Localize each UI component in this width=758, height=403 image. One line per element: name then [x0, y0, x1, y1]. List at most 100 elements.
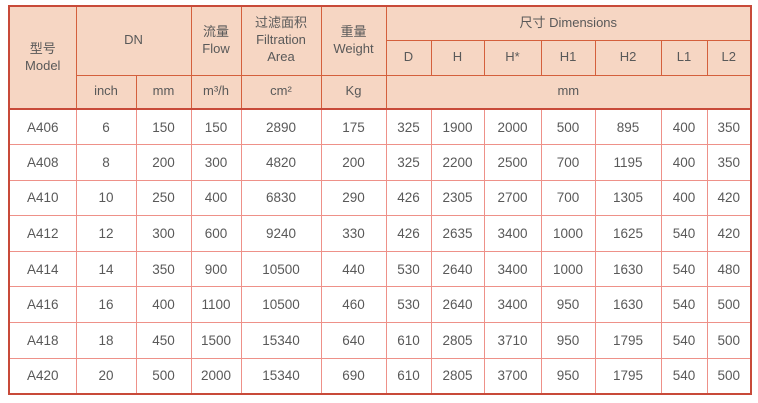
table-cell: 540 [660, 250, 708, 288]
unit-weight: Kg [320, 74, 387, 110]
table-cell: 4820 [240, 144, 322, 181]
table-cell: 600 [190, 215, 242, 252]
table-cell: 9240 [240, 215, 322, 252]
table-cell: 1625 [594, 215, 662, 252]
table-cell: 540 [660, 215, 708, 252]
cell-model: A406 [8, 108, 77, 146]
cell-model: A408 [8, 144, 77, 181]
header-dim-h: H [430, 39, 485, 76]
header-weight-zh: 重量 [340, 23, 367, 39]
table-cell: 3700 [483, 357, 542, 395]
table-cell: 10 [75, 179, 137, 217]
table-cell: 350 [135, 250, 192, 288]
table-cell: 1630 [594, 250, 662, 288]
cell-model: A418 [8, 322, 77, 359]
table-cell: 1305 [594, 179, 662, 217]
table-row: A406 6 150 150 2890 175 325 1900 2000 500 895 400 35… [8, 108, 752, 146]
table-cell: 700 [540, 179, 596, 217]
table-cell: 1795 [594, 357, 662, 395]
table-cell: 700 [540, 144, 596, 181]
table-cell: 950 [540, 322, 596, 359]
cell-model: A410 [8, 179, 77, 217]
table-cell: 610 [385, 322, 432, 359]
table-cell: 450 [135, 322, 192, 359]
spec-table: 型号 Model DN 流量 Flow 过滤面积 Filtration Area… [8, 5, 753, 395]
header-filtration-en: Filtration Area [256, 32, 306, 65]
header-model: 型号 Model [8, 5, 77, 110]
table-cell: 2805 [430, 322, 485, 359]
table-cell: 500 [135, 357, 192, 395]
table-cell: 2200 [430, 144, 485, 181]
header-weight: 重量 Weight [320, 5, 387, 76]
table-cell: 426 [385, 215, 432, 252]
table-cell: 420 [706, 179, 752, 217]
unit-dims: mm [385, 74, 752, 110]
table-cell: 3400 [483, 215, 542, 252]
table-cell: 200 [320, 144, 387, 181]
header-flow: 流量 Flow [190, 5, 242, 76]
header-model-zh: 型号 [29, 40, 56, 56]
table-cell: 330 [320, 215, 387, 252]
header-flow-en: Flow [202, 40, 230, 56]
table-row: A420 20 500 2000 15340 690 610 2805 3700 950 1795 5… [8, 357, 752, 395]
header-dn: DN [75, 5, 192, 76]
table-cell: 3400 [483, 250, 542, 288]
header-dim-d: D [385, 39, 432, 76]
table-cell: 540 [660, 322, 708, 359]
table-cell: 690 [320, 357, 387, 395]
unit-mm: mm [135, 74, 192, 110]
table-cell: 325 [385, 144, 432, 181]
table-header: 型号 Model DN 流量 Flow 过滤面积 Filtration Area… [8, 5, 752, 110]
header-dimensions: 尺寸 Dimensions [385, 5, 752, 41]
table-cell: 15340 [240, 322, 322, 359]
table-cell: 400 [190, 179, 242, 217]
table-cell: 200 [135, 144, 192, 181]
header-row-groups: 型号 Model DN 流量 Flow 过滤面积 Filtration Area… [8, 5, 752, 110]
cell-model: A412 [8, 215, 77, 252]
table-row: A414 14 350 900 10500 440 530 2640 3400 1000 1630 5… [8, 250, 752, 288]
table-cell: 500 [706, 322, 752, 359]
unit-flow: m³/h [190, 74, 242, 110]
table-cell: 540 [660, 286, 708, 324]
table-cell: 420 [706, 215, 752, 252]
table-cell: 1630 [594, 286, 662, 324]
table-cell: 1000 [540, 215, 596, 252]
unit-area: cm² [240, 74, 322, 110]
table-cell: 950 [540, 286, 596, 324]
table-cell: 300 [135, 215, 192, 252]
table-cell: 150 [190, 108, 242, 146]
table-cell: 300 [190, 144, 242, 181]
table-cell: 18 [75, 322, 137, 359]
cell-model: A420 [8, 357, 77, 395]
header-dim-l2: L2 [706, 39, 752, 76]
table-cell: 426 [385, 179, 432, 217]
table-cell: 250 [135, 179, 192, 217]
header-row-units: inch mm m³/h cm² Kg mm [9, 74, 752, 110]
table-cell: 6830 [240, 179, 322, 217]
table-cell: 400 [660, 108, 708, 146]
table-cell: 1195 [594, 144, 662, 181]
table-cell: 350 [706, 144, 752, 181]
table-cell: 15340 [240, 357, 322, 395]
table-cell: 640 [320, 322, 387, 359]
header-dim-h1: H1 [540, 39, 596, 76]
table-cell: 20 [75, 357, 137, 395]
table-cell: 400 [660, 179, 708, 217]
header-dim-hstar: H* [483, 39, 542, 76]
table-cell: 400 [660, 144, 708, 181]
cell-model: A414 [8, 250, 77, 288]
table-row: A412 12 300 600 9240 330 426 2635 3400 1000 1625 54… [8, 215, 752, 252]
table-cell: 2640 [430, 286, 485, 324]
table-cell: 2635 [430, 215, 485, 252]
table-cell: 2700 [483, 179, 542, 217]
table-cell: 10500 [240, 286, 322, 324]
table-cell: 500 [706, 357, 752, 395]
header-filtration-zh: 过滤面积 [254, 15, 307, 31]
table-cell: 440 [320, 250, 387, 288]
table-cell: 950 [540, 357, 596, 395]
table-row: A416 16 400 1100 10500 460 530 2640 3400 950 1630 5… [8, 286, 752, 324]
table-cell: 16 [75, 286, 137, 324]
table-row: A410 10 250 400 6830 290 426 2305 2700 700 1305 400… [8, 179, 752, 217]
header-filtration-area: 过滤面积 Filtration Area [240, 5, 322, 76]
table-cell: 460 [320, 286, 387, 324]
